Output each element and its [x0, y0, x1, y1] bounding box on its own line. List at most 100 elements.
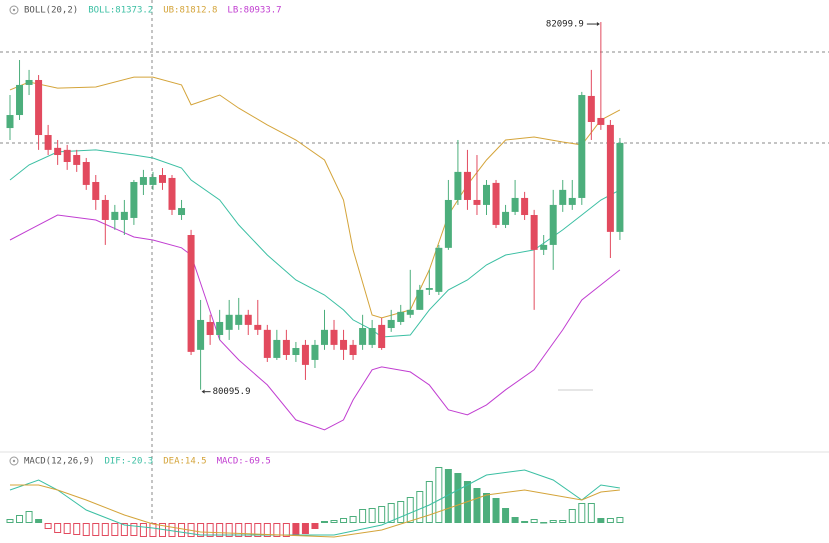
candle-body [263, 329, 271, 358]
indicator-name: MACD(12,26,9) [24, 457, 94, 467]
macd-bar [492, 498, 500, 523]
macd-bar [483, 493, 490, 523]
macd-bar [578, 503, 586, 523]
candle-body [597, 117, 605, 125]
candle-body [492, 182, 500, 225]
candle-body [187, 235, 195, 352]
macd-bar [530, 519, 538, 523]
macd-bar [225, 523, 233, 537]
macd-bar [139, 523, 147, 537]
annotation-arrowhead [596, 22, 600, 27]
macd-bar [35, 519, 43, 523]
macd-bar [397, 501, 405, 523]
candle-body [16, 84, 24, 116]
macd-bar [54, 523, 62, 533]
toggle-icon[interactable] [9, 456, 19, 466]
macd-bar [435, 467, 443, 523]
macd-bar [130, 523, 138, 536]
macd-bar [254, 523, 262, 537]
macd-bar [25, 511, 33, 523]
candle-body [511, 197, 519, 212]
macd-bar [44, 523, 52, 529]
macd-bar [120, 523, 128, 536]
macd-bar [301, 523, 309, 534]
macd-bar [359, 509, 367, 523]
candle-body [301, 344, 309, 365]
macd-bar [568, 509, 576, 523]
macd-bar [235, 523, 243, 537]
candle-body [35, 79, 43, 136]
macd-bar [559, 520, 567, 523]
macd-bar [378, 506, 386, 523]
candle-body [25, 79, 33, 85]
macd-bar [263, 523, 271, 537]
candle-body [587, 95, 595, 122]
macd-bar [540, 522, 548, 524]
macd-bar [282, 523, 290, 537]
candle-body [463, 171, 471, 200]
candle-body [44, 135, 52, 150]
macd-bar [425, 481, 433, 523]
macd-bar [197, 523, 205, 537]
indicator-readout: MACD:-69.5 [217, 457, 271, 467]
candle-body [311, 344, 319, 360]
candle-body [168, 177, 176, 210]
candle-body [139, 177, 147, 185]
macd-bar [549, 520, 557, 523]
toggle-icon[interactable] [9, 5, 19, 15]
candle-body [178, 208, 186, 216]
candle-body [340, 339, 348, 350]
candle-body [454, 171, 462, 200]
candle-body [616, 142, 624, 232]
candle-body [521, 197, 529, 216]
macd-bar [616, 517, 624, 523]
macd-bar [320, 521, 328, 523]
candle-body [435, 247, 443, 292]
macd-bar [511, 517, 519, 523]
macd-bar [63, 523, 71, 534]
macd-bar [92, 523, 100, 536]
candle-body [330, 329, 338, 345]
macd-bar [387, 503, 395, 523]
macd-bar [597, 518, 605, 523]
candle-body [73, 155, 81, 165]
macd-bar [587, 503, 595, 523]
candle-body [111, 211, 119, 220]
candle-body [378, 324, 386, 349]
macd-bar [273, 523, 281, 537]
indicator-readout: LB:80933.7 [227, 6, 281, 16]
candle-body [101, 199, 109, 220]
annotation-label: 80095.9 [213, 387, 251, 397]
candle-body [387, 319, 395, 329]
candle-body [225, 314, 233, 330]
indicator-readout: DIF:-20.3 [104, 457, 153, 467]
candle-body [540, 244, 548, 250]
candle-body [244, 314, 252, 325]
candle-body [416, 289, 424, 310]
candle-body [130, 181, 138, 218]
candle-body [606, 124, 614, 232]
candle-body [216, 321, 224, 335]
candle-body [63, 149, 71, 162]
candle-body [6, 115, 14, 129]
candle-body [92, 181, 100, 200]
macd-bar [368, 508, 376, 523]
candle-body [483, 184, 490, 205]
candle-body [292, 348, 300, 355]
candle-body [235, 314, 243, 325]
macd-bar [216, 523, 224, 537]
candle-body [120, 211, 128, 220]
toggle-icon-dot [12, 459, 16, 463]
candle-body [320, 329, 328, 345]
macd-bar [349, 516, 357, 523]
indicator-line [10, 484, 620, 538]
candle-body [197, 319, 205, 350]
candle-body [149, 177, 157, 185]
macd-bar [606, 518, 614, 523]
macd-bar [330, 520, 338, 523]
candle-body [406, 309, 414, 315]
macd-bar [178, 523, 186, 537]
macd-bar [16, 515, 24, 523]
candle-body [425, 288, 433, 290]
